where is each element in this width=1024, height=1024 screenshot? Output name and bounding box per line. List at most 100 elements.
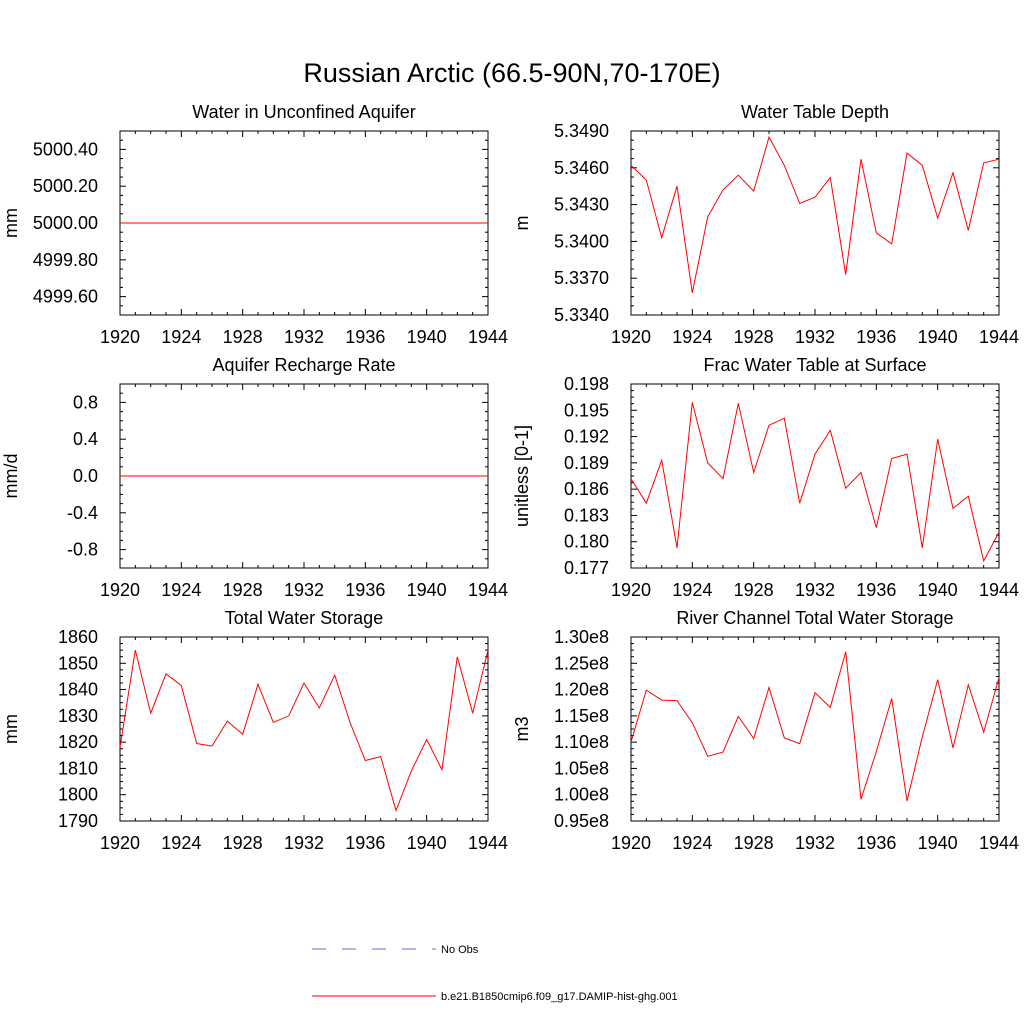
y-axis-label: m3 [512,716,532,741]
y-tick-label: 0.95e8 [554,811,609,831]
panel-title: Water in Unconfined Aquifer [192,102,415,122]
y-tick-label: 1840 [58,680,98,700]
x-tick-label: 1940 [918,833,958,853]
chart-panel-4: Total Water Storage mm 1920 1924 1928 1932 193… [1,608,508,853]
x-tick-label: 1936 [345,833,385,853]
x-tick-label: 1936 [345,580,385,600]
x-tick-label: 1920 [611,327,651,347]
x-tick-label: 1920 [611,580,651,600]
x-tick-label: 1932 [795,580,835,600]
y-tick-label: 0.180 [564,532,609,552]
y-tick-label: -0.4 [67,503,98,523]
x-tick-label: 1928 [734,580,774,600]
legend-label-model: b.e21.B1850cmip6.f09_g17.DAMIP-hist-ghg.… [441,991,678,1003]
y-tick-label: 5000.20 [33,176,98,196]
x-tick-label: 1924 [161,580,201,600]
plot-frame [630,636,1000,822]
y-axis-label: mm [1,208,21,238]
x-tick-label: 1928 [734,327,774,347]
y-tick-label: 1.05e8 [554,758,609,778]
x-tick-label: 1932 [284,580,324,600]
x-tick-label: 1936 [345,327,385,347]
y-tick-label: 0.4 [73,429,98,449]
x-tick-label: 1944 [979,833,1019,853]
x-tick-label: 1928 [223,327,263,347]
chart-panel-5: River Channel Total Water Storage m3 1920 1… [512,608,1019,853]
x-tick-label: 1932 [795,327,835,347]
x-tick-label: 1940 [407,833,447,853]
x-tick-label: 1940 [407,580,447,600]
x-tick-label: 1920 [611,833,651,853]
y-tick-label: 1.25e8 [554,653,609,673]
x-tick-label: 1944 [979,327,1019,347]
x-tick-label: 1944 [468,327,508,347]
y-axis-label: unitless [0-1] [512,425,532,527]
x-tick-label: 1944 [468,580,508,600]
series-line [119,649,489,813]
x-tick-label: 1936 [856,833,896,853]
x-tick-label: 1940 [918,327,958,347]
y-tick-label: 1.10e8 [554,732,609,752]
x-tick-label: 1940 [407,327,447,347]
x-tick-label: 1932 [284,833,324,853]
panel-title: Aquifer Recharge Rate [212,355,395,375]
x-tick-label: 1944 [468,833,508,853]
plot-frame [119,636,489,822]
chart-panel-2: Aquifer Recharge Rate mm/d 1920 1924 1928 193… [1,355,508,600]
x-tick-label: 1932 [795,833,835,853]
y-tick-label: 0.8 [73,392,98,412]
y-tick-label: 1.30e8 [554,627,609,647]
x-tick-label: 1924 [161,327,201,347]
y-tick-label: 5.3490 [554,121,609,141]
x-tick-label: 1928 [223,833,263,853]
plot-frame [630,130,1000,316]
panels: Water in Unconfined Aquifer mm 1920 1924 192… [1,102,1019,853]
y-tick-label: 4999.60 [33,287,98,307]
x-tick-label: 1940 [918,580,958,600]
y-tick-label: 0.195 [564,400,609,420]
x-tick-label: 1932 [284,327,324,347]
panel-title: Frac Water Table at Surface [703,355,926,375]
y-tick-label: 1830 [58,706,98,726]
y-tick-label: 0.0 [73,466,98,486]
series-line [630,135,1000,293]
y-tick-label: 1810 [58,758,98,778]
x-tick-label: 1928 [223,580,263,600]
x-tick-label: 1936 [856,327,896,347]
y-tick-label: 5.3340 [554,305,609,325]
panel-title: Total Water Storage [225,608,383,628]
x-tick-label: 1924 [672,580,712,600]
x-tick-label: 1936 [856,580,896,600]
chart-panel-1: Water Table Depth m 1920 1924 1928 1932 1936 19… [512,102,1019,347]
y-tick-label: 5.3460 [554,158,609,178]
y-tick-label: 5000.40 [33,139,98,159]
x-tick-label: 1920 [100,580,140,600]
y-axis-label: mm [1,714,21,744]
x-tick-label: 1924 [161,833,201,853]
y-tick-label: 1.15e8 [554,706,609,726]
chart-panel-0: Water in Unconfined Aquifer mm 1920 1924 192… [1,102,508,347]
x-tick-label: 1924 [672,833,712,853]
chart-panel-3: Frac Water Table at Surface unitless [0-1… [512,355,1019,600]
series-line [630,651,1000,802]
y-tick-label: 1820 [58,732,98,752]
y-tick-label: 0.177 [564,558,609,578]
y-tick-label: 5000.00 [33,213,98,233]
y-axis-label: m [512,216,532,231]
y-tick-label: 0.192 [564,427,609,447]
y-tick-label: 0.198 [564,374,609,394]
y-tick-label: 1860 [58,627,98,647]
y-tick-label: 5.3430 [554,195,609,215]
x-tick-label: 1920 [100,833,140,853]
y-tick-label: 0.186 [564,479,609,499]
figure-title: Russian Arctic (66.5-90N,70-170E) [303,58,720,88]
y-tick-label: 0.183 [564,505,609,525]
y-tick-label: 5.3400 [554,231,609,251]
series-line [630,402,1000,563]
x-tick-label: 1920 [100,327,140,347]
legend: No Obs b.e21.B1850cmip6.f09_g17.DAMIP-hi… [312,944,678,1003]
panel-title: River Channel Total Water Storage [676,608,953,628]
plot-frame [630,383,1000,569]
y-tick-label: 5.3370 [554,268,609,288]
